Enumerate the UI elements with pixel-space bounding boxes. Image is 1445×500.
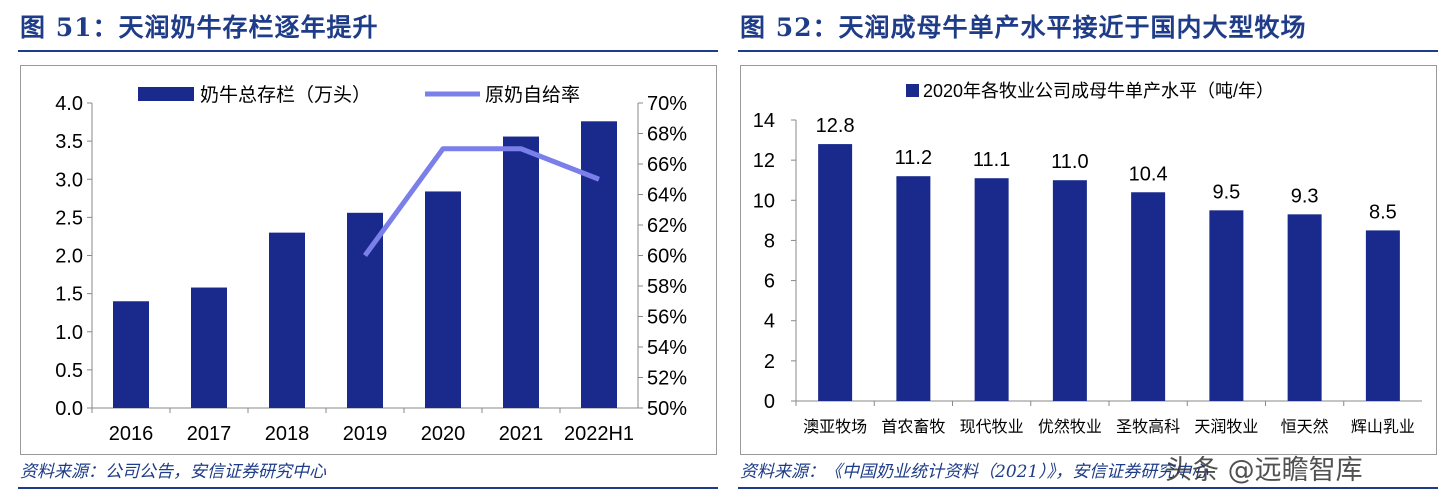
bar-data-label: 11.0 (1051, 151, 1088, 173)
x-tick-label: 2022H1 (564, 423, 634, 445)
x-tick-label: 圣牧高科 (1116, 418, 1180, 436)
left-y-tick-label: 2.0 (55, 246, 83, 268)
y-tick-label: 8 (764, 230, 775, 252)
y-tick-label: 4 (764, 311, 775, 333)
watermark-logo: 头条 @远瞻智库 (1165, 455, 1363, 486)
x-tick-label: 2021 (499, 423, 544, 445)
bar-milk-yield (1209, 210, 1244, 401)
left-source-note: 资料来源：公司公告，安信证券研究中心 (20, 462, 326, 482)
legend-label-milk-yield: 2020年各牧业公司成母牛单产水平（吨/年） (923, 81, 1274, 101)
right-figure-title: 图 52：天润成母牛单产水平接近于国内大型牧场 (740, 13, 1307, 42)
bar-herd-size (113, 301, 149, 408)
bar-herd-size (581, 121, 617, 409)
right-y-tick-label: 58% (647, 276, 687, 298)
legend-label-herd-size: 奶牛总存栏（万头） (200, 84, 371, 106)
bar-herd-size (425, 191, 461, 408)
bar-data-label: 10.4 (1129, 163, 1168, 185)
x-tick-label: 2017 (187, 423, 232, 445)
bar-milk-yield (974, 178, 1009, 401)
x-tick-label: 辉山乳业 (1351, 418, 1415, 436)
left-y-tick-label: 3.0 (55, 169, 83, 191)
left-chart: 0.0 0.5 1.0 1.5 2.0 2.5 3.0 3.5 4.0 50% 52% 54% 56% 5… (55, 84, 687, 445)
right-title-rule (738, 50, 1438, 52)
bar-milk-yield (1287, 214, 1322, 401)
legend-label-self-sufficiency: 原奶自给率 (485, 84, 580, 106)
right-chart: 0 2 4 6 8 10 12 14 12.8 澳亚牧场 11.2 首农畜牧 11.1 现代牧业 11.0 优… (753, 81, 1422, 436)
x-tick-label: 现代牧业 (960, 418, 1024, 436)
left-y-tick-label: 0.5 (55, 360, 83, 382)
bar-data-label: 11.1 (973, 149, 1010, 171)
right-chart-frame (740, 65, 1437, 455)
x-tick-label: 首农畜牧 (881, 418, 945, 436)
bar-data-label: 11.2 (895, 147, 932, 169)
x-tick-label: 优然牧业 (1038, 418, 1102, 436)
x-tick-label: 澳亚牧场 (803, 418, 867, 436)
x-tick-label: 2016 (109, 423, 154, 445)
y-tick-label: 12 (753, 150, 775, 172)
y-tick-label: 6 (764, 271, 775, 293)
right-y-tick-label: 64% (647, 185, 687, 207)
left-y-tick-label: 0.0 (55, 398, 83, 420)
left-figure-title: 图 51：天润奶牛存栏逐年提升 (20, 13, 379, 42)
y-tick-label: 10 (753, 190, 775, 212)
right-source-note: 资料来源：《中国奶业统计资料（2021）》，安信证券研究中心 (740, 462, 1209, 482)
bar-herd-size (503, 136, 539, 409)
bar-milk-yield (818, 144, 853, 401)
right-bottom-rule (738, 487, 1438, 489)
legend-swatch-herd-size (138, 87, 194, 101)
y-tick-label: 2 (764, 351, 775, 373)
left-y-tick-label: 4.0 (55, 93, 83, 115)
bar-data-label: 12.8 (816, 115, 855, 137)
x-tick-label: 2020 (421, 423, 466, 445)
x-tick-label: 恒天然 (1281, 418, 1329, 436)
bar-data-label: 8.5 (1369, 201, 1397, 223)
right-y-tick-label: 68% (647, 124, 687, 146)
left-y-tick-label: 1.0 (55, 322, 83, 344)
x-tick-label: 2019 (343, 423, 388, 445)
right-y-tick-label: 54% (647, 337, 687, 359)
right-y-tick-label: 66% (647, 154, 687, 176)
right-y-tick-label: 56% (647, 307, 687, 329)
bar-data-label: 9.3 (1291, 185, 1319, 207)
bar-herd-size (347, 212, 383, 408)
left-y-tick-label: 2.5 (55, 207, 83, 229)
right-y-tick-label: 52% (647, 368, 687, 390)
bar-data-label: 9.5 (1212, 181, 1240, 203)
left-y-tick-label: 1.5 (55, 284, 83, 306)
left-title-rule (18, 50, 718, 52)
legend-swatch-milk-yield (906, 84, 919, 97)
right-y-tick-label: 50% (647, 398, 687, 420)
line-self-sufficiency-rate (362, 146, 600, 257)
y-tick-label: 14 (753, 110, 775, 132)
bar-herd-size (269, 232, 305, 408)
right-y-tick-label: 62% (647, 215, 687, 237)
bar-milk-yield (1131, 192, 1166, 401)
y-tick-label: 0 (764, 391, 775, 413)
bar-herd-size (191, 287, 227, 408)
right-y-tick-label: 70% (647, 93, 687, 115)
bar-milk-yield (896, 176, 931, 401)
left-bottom-rule (18, 487, 718, 489)
right-y-tick-label: 60% (647, 246, 687, 268)
x-tick-label: 2018 (265, 423, 310, 445)
bar-milk-yield (1052, 180, 1087, 401)
x-tick-label: 天润牧业 (1194, 418, 1258, 436)
bar-milk-yield (1365, 230, 1400, 401)
left-y-tick-label: 3.5 (55, 131, 83, 153)
left-chart-frame (20, 65, 717, 455)
